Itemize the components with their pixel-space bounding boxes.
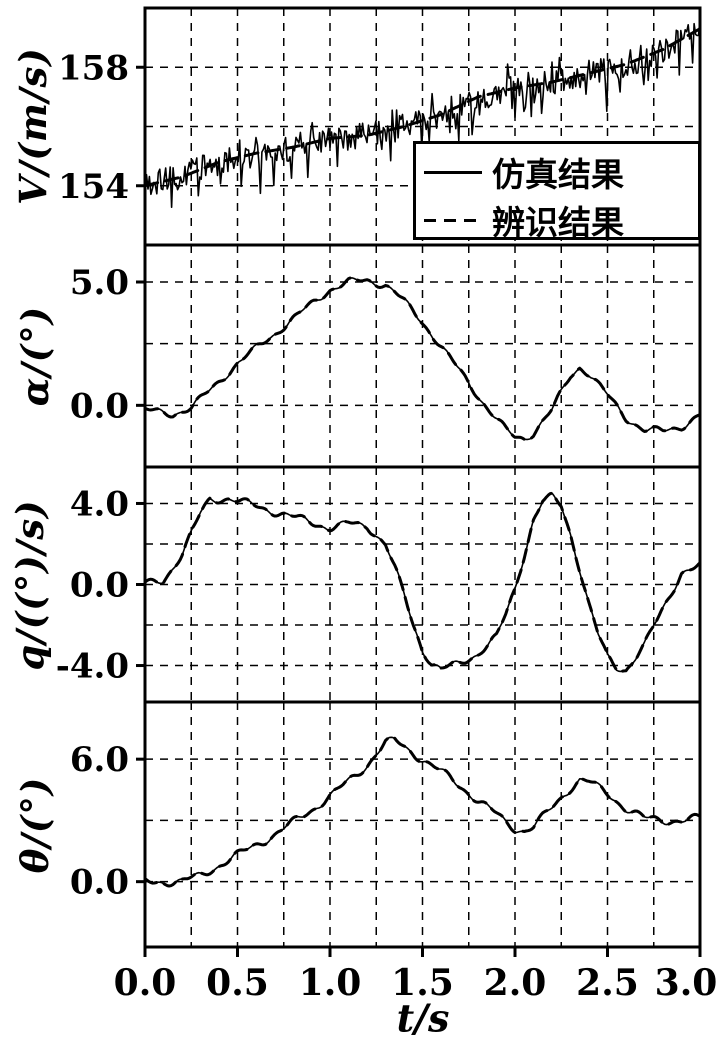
svg-text:2.0: 2.0 — [484, 962, 547, 1004]
y-axis-label-theta: θ/(°) — [13, 776, 57, 874]
svg-text:0.0: 0.0 — [114, 962, 177, 1004]
y-axis-label-velocity: V/(m/s) — [11, 47, 55, 205]
svg-text:4.0: 4.0 — [70, 484, 129, 524]
x-axis-label: t/s — [396, 995, 450, 1041]
legend: 仿真结果 辨识结果 — [413, 141, 701, 242]
svg-text:0.5: 0.5 — [206, 962, 269, 1004]
dashed-line-swatch — [424, 218, 482, 222]
y-axis-label-pitch-rate: q/((°)/s) — [8, 499, 52, 671]
y-axis-label-alpha: α/(°) — [13, 305, 57, 407]
svg-text:3.0: 3.0 — [655, 962, 717, 1004]
svg-text:154: 154 — [58, 167, 129, 207]
legend-label-simulation: 仿真结果 — [492, 155, 624, 194]
legend-item-identification: 辨识结果 — [424, 196, 688, 244]
svg-text:158: 158 — [58, 48, 129, 88]
svg-text:0.0: 0.0 — [70, 863, 129, 903]
svg-text:1.0: 1.0 — [299, 962, 362, 1004]
solid-line-swatch — [424, 170, 482, 174]
legend-item-simulation: 仿真结果 — [424, 148, 688, 196]
svg-text:6.0: 6.0 — [70, 740, 129, 780]
svg-text:2.5: 2.5 — [576, 962, 639, 1004]
legend-label-identification: 辨识结果 — [492, 203, 624, 242]
svg-text:-4.0: -4.0 — [56, 647, 129, 687]
svg-text:0.0: 0.0 — [70, 566, 129, 606]
svg-text:5.0: 5.0 — [70, 263, 129, 303]
svg-text:1.5: 1.5 — [391, 962, 454, 1004]
svg-text:0.0: 0.0 — [70, 386, 129, 426]
